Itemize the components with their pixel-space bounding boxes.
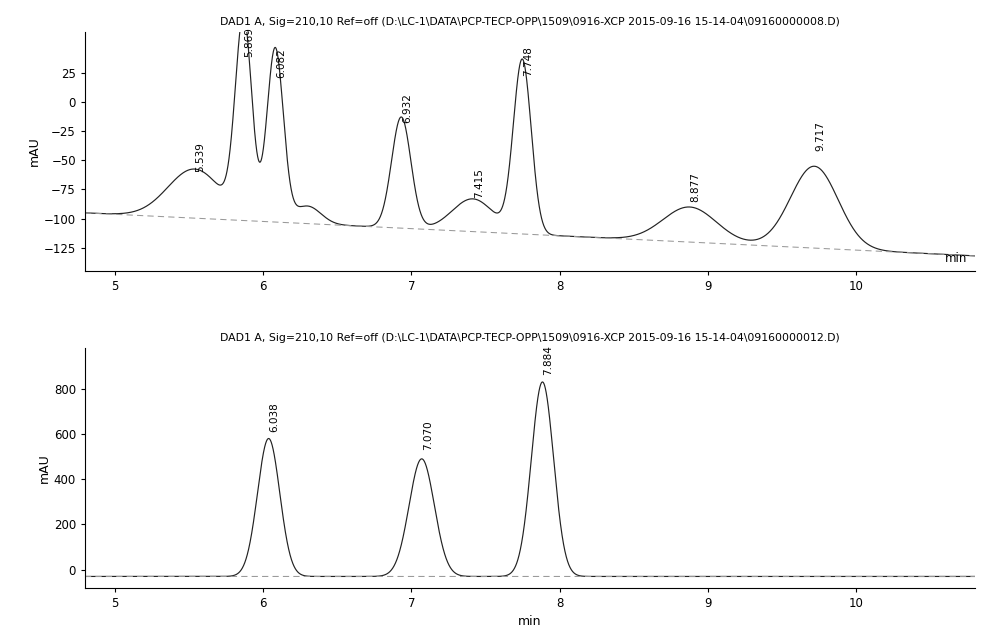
- Title: DAD1 A, Sig=210,10 Ref=off (D:\LC-1\DATA\PCP-TECP-OPP\1509\0916-XCP 2015-09-16 1: DAD1 A, Sig=210,10 Ref=off (D:\LC-1\DATA…: [220, 333, 840, 343]
- Text: 8.877: 8.877: [691, 173, 701, 202]
- Text: 6.932: 6.932: [402, 93, 412, 123]
- Text: 7.415: 7.415: [474, 167, 484, 198]
- Text: 9.717: 9.717: [815, 121, 825, 151]
- Title: DAD1 A, Sig=210,10 Ref=off (D:\LC-1\DATA\PCP-TECP-OPP\1509\0916-XCP 2015-09-16 1: DAD1 A, Sig=210,10 Ref=off (D:\LC-1\DATA…: [220, 16, 840, 27]
- Text: 6.038: 6.038: [270, 402, 280, 432]
- Text: 5.539: 5.539: [196, 142, 206, 172]
- Text: 7.070: 7.070: [423, 420, 433, 450]
- Text: 7.884: 7.884: [543, 345, 553, 375]
- Text: 5.869: 5.869: [245, 27, 255, 58]
- Y-axis label: mAU: mAU: [38, 453, 51, 483]
- Text: 6.082: 6.082: [276, 49, 286, 78]
- Y-axis label: mAU: mAU: [28, 137, 41, 166]
- Text: 7.748: 7.748: [523, 46, 533, 76]
- X-axis label: min: min: [518, 616, 542, 628]
- Text: min: min: [945, 252, 968, 265]
